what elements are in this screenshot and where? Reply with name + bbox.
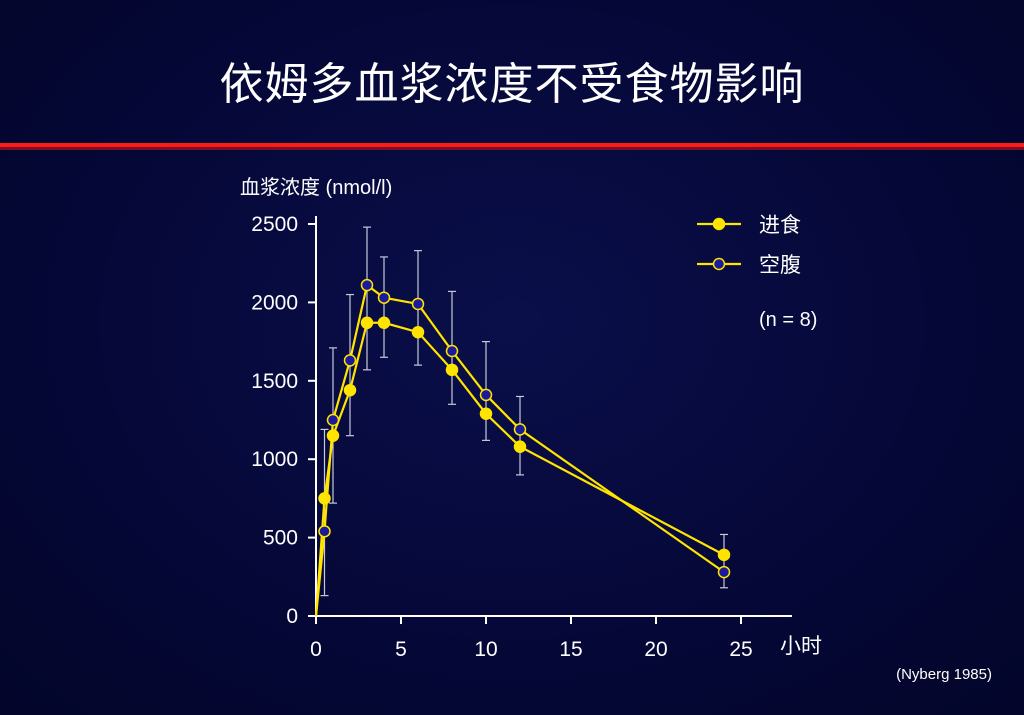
x-tick-label: 0	[310, 638, 322, 661]
data-point	[377, 316, 391, 330]
title-divider-shadow	[0, 147, 1024, 150]
series-markers	[318, 278, 731, 579]
x-tick-label: 15	[559, 638, 582, 661]
legend-label: 进食	[759, 214, 801, 237]
data-point	[479, 388, 493, 402]
x-tick-label: 5	[395, 638, 407, 661]
legend-marker	[712, 257, 726, 271]
error-bars	[320, 226, 728, 597]
data-point	[343, 354, 357, 367]
data-point	[513, 423, 527, 436]
data-point	[479, 407, 493, 420]
data-point	[717, 548, 731, 562]
data-point	[343, 383, 357, 397]
data-point	[377, 291, 391, 304]
data-point	[513, 440, 527, 453]
x-tick-label: 10	[474, 638, 497, 661]
data-point	[445, 363, 459, 377]
data-point	[411, 325, 425, 339]
title-divider	[0, 143, 1024, 147]
data-point	[318, 525, 331, 538]
y-tick-label: 1000	[251, 448, 298, 471]
y-tick-label: 2000	[251, 291, 298, 314]
y-tick-label: 0	[286, 605, 298, 628]
data-point	[326, 413, 340, 427]
data-point	[360, 316, 374, 330]
data-point	[326, 429, 340, 442]
legend-marker	[712, 217, 726, 231]
legend-label: 空腹	[759, 254, 801, 277]
y-tick-label: 2500	[251, 213, 298, 236]
x-tick-label: 25	[729, 638, 752, 661]
y-tick-label: 500	[263, 527, 298, 550]
x-axis-label: 小时	[780, 635, 822, 658]
data-point	[360, 278, 374, 292]
data-point	[717, 565, 731, 579]
data-point	[411, 297, 425, 311]
data-point	[445, 344, 459, 358]
y-axis-label: 血浆浓度 (nmol/l)	[240, 176, 392, 199]
data-point	[318, 492, 331, 505]
x-tick-label: 20	[644, 638, 667, 661]
page-title: 依姆多血浆浓度不受食物影响	[219, 59, 805, 110]
y-tick-label: 1500	[251, 370, 298, 393]
citation: (Nyberg 1985)	[896, 666, 992, 683]
sample-size-note: (n = 8)	[759, 309, 817, 331]
axes: 0 5 10 15 20 25 0 500 1000 1500 2000 2500	[251, 213, 792, 661]
